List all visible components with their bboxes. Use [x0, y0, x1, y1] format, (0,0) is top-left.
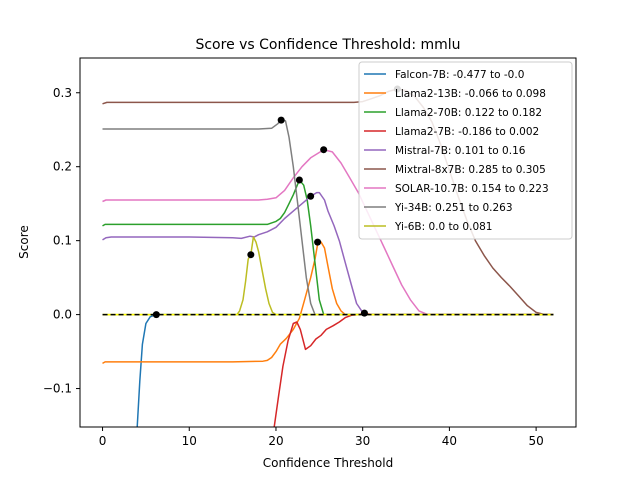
- x-tick-label: 10: [182, 434, 197, 448]
- series-marker-2: [295, 176, 303, 184]
- series-line-1: [102, 241, 554, 365]
- legend-label-5: Mixtral-8x7B: 0.285 to 0.305: [395, 164, 546, 176]
- series-line-0: [136, 313, 554, 427]
- legend-label-8: Yi-6B: 0.0 to 0.081: [394, 221, 492, 233]
- legend-label-1: Llama2-13B: -0.066 to 0.098: [395, 88, 546, 100]
- series-line-3: [273, 312, 554, 427]
- series-line-4: [102, 191, 554, 316]
- x-tick-label: 50: [528, 434, 543, 448]
- series-line-7: [102, 119, 554, 316]
- y-tick-label: 0.3: [53, 86, 72, 100]
- chart-title: Score vs Confidence Threshold: mmlu: [195, 37, 460, 53]
- y-tick-label: 0.1: [53, 234, 72, 248]
- legend-label-7: Yi-34B: 0.251 to 0.263: [394, 202, 513, 214]
- legend-label-3: Llama2-7B: -0.186 to 0.002: [395, 126, 539, 138]
- series-marker-0: [152, 311, 160, 319]
- x-tick-label: 40: [442, 434, 457, 448]
- y-axis-label: Score: [17, 225, 31, 259]
- y-tick-label: 0.2: [53, 160, 72, 174]
- series-marker-4: [307, 192, 315, 200]
- series-marker-7: [277, 116, 285, 124]
- y-tick-label: 0.0: [53, 308, 72, 322]
- series-line-2: [102, 179, 554, 316]
- series-marker-6: [320, 146, 328, 154]
- x-axis-label: Confidence Threshold: [263, 456, 393, 470]
- legend-label-4: Mistral-7B: 0.101 to 0.16: [395, 145, 526, 157]
- x-tick-label: 0: [99, 434, 107, 448]
- series-line-6: [102, 148, 554, 316]
- series-line-8: [102, 236, 554, 316]
- legend-label-0: Falcon-7B: -0.477 to -0.0: [395, 69, 524, 81]
- legend-label-6: SOLAR-10.7B: 0.154 to 0.223: [395, 183, 549, 195]
- x-axis-ticks: 0 10 20 30 40 50: [99, 427, 544, 448]
- series-marker-1: [314, 238, 322, 246]
- legend-box: [358, 61, 573, 240]
- series-marker-8: [247, 251, 255, 259]
- marker-layer: [152, 85, 401, 319]
- y-tick-label: −0.1: [43, 382, 72, 396]
- x-tick-label: 30: [355, 434, 370, 448]
- series-marker-3: [360, 309, 368, 317]
- x-tick-label: 20: [268, 434, 283, 448]
- plot-frame: [79, 57, 577, 428]
- y-axis-ticks: −0.1 0.0 0.1 0.2 0.3: [43, 86, 80, 396]
- legend-label-2: Llama2-70B: 0.122 to 0.182: [395, 107, 542, 119]
- legend: Falcon-7B: -0.477 to -0.0 Llama2-13B: -0.…: [358, 61, 573, 240]
